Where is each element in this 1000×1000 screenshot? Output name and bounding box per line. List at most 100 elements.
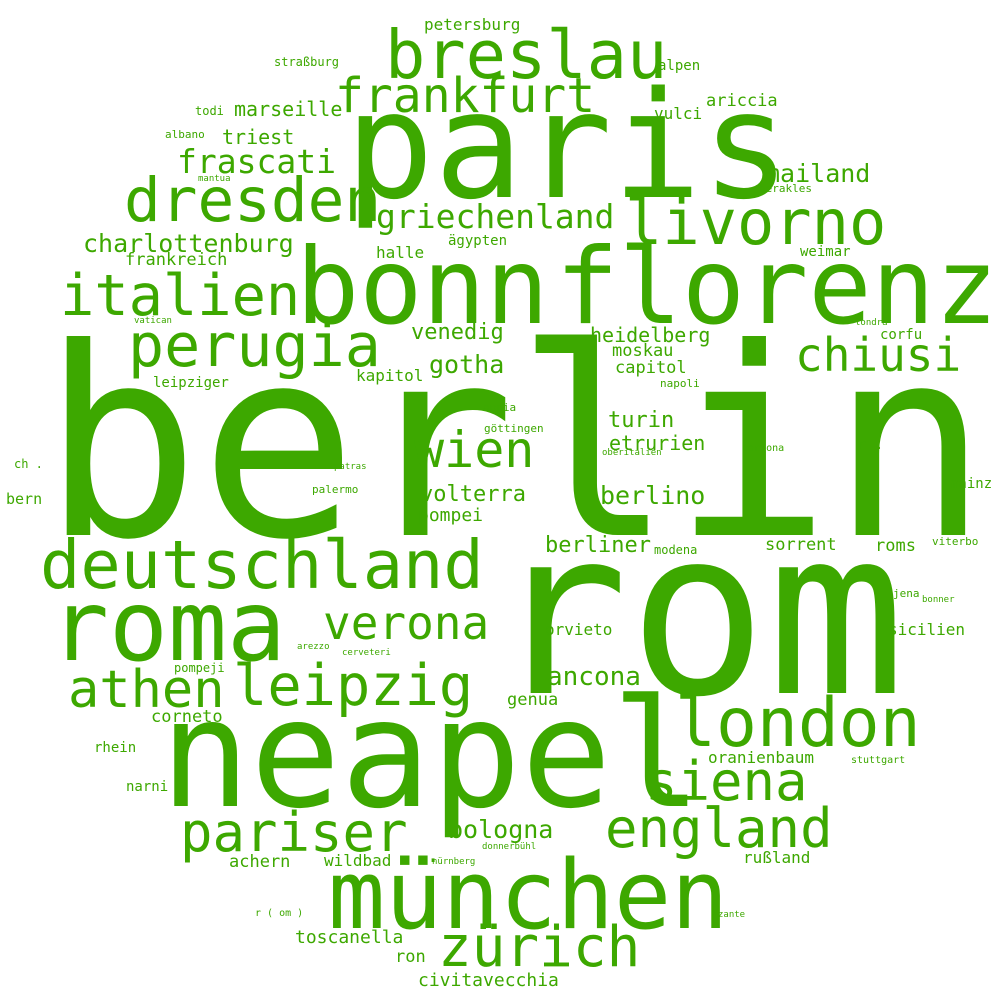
word-vulci: vulci [654, 104, 703, 123]
word-donnerbuehl: donnerbühl [482, 842, 537, 852]
word-achern: achern [229, 852, 291, 872]
word-londra: londra [855, 318, 888, 328]
word-russland: rußland [743, 848, 811, 867]
word-pompeji: pompeji [174, 661, 225, 675]
word-deutschland: deutschland [40, 526, 484, 604]
word-london: london [675, 684, 921, 763]
word-alpen: alpen [658, 58, 701, 74]
word-r-dot: r . [858, 437, 884, 453]
word-modena: modena [654, 543, 698, 557]
word-herakles: herakles [759, 182, 812, 195]
word-florenz: florenz [555, 226, 998, 348]
word-arezzo: arezzo [297, 642, 330, 652]
word-corneto: corneto [151, 707, 223, 727]
word-neapel: neapel [160, 668, 702, 842]
word-bonner: bonner [922, 595, 955, 605]
word-sorrent: sorrent [765, 535, 837, 555]
word-narni: narni [126, 779, 169, 795]
word-zante: zante [718, 910, 746, 920]
word-viterbo: viterbo [932, 535, 979, 548]
word-r-om: r ( om ) [255, 908, 304, 919]
word-dots: . . [397, 840, 441, 868]
word-goettingen: göttingen [484, 422, 544, 435]
word-pompei: pompei [418, 505, 484, 526]
word-england: england [605, 797, 833, 860]
word-petersburg: petersburg [424, 15, 521, 34]
word-ancona: ancona [547, 662, 641, 692]
word-wildbad: wildbad [324, 851, 392, 870]
word-oranienbaum: oranienbaum [708, 748, 814, 767]
word-bern: bern [6, 490, 43, 508]
word-bologna: bologna [448, 815, 554, 844]
word-zuerich: zürich [438, 915, 641, 980]
word-charlottenburg: charlottenburg [83, 229, 294, 258]
word-berliner: berliner [545, 533, 651, 558]
word-weimar: weimar [800, 244, 851, 260]
word-volterra: volterra [420, 482, 526, 507]
word-marseille: marseille [234, 97, 343, 121]
word-pariser: pariser [180, 801, 408, 864]
word-athen: athen [68, 660, 225, 720]
word-kapitol: kapitol [356, 366, 424, 385]
word-siena: siena [645, 750, 808, 813]
word-nuernberg: nürnberg [432, 857, 476, 867]
word-rom: rom [490, 481, 906, 748]
word-frascati: frascati [177, 142, 336, 181]
word-oberitalien: oberitalien [602, 448, 662, 458]
word-albano: albano [165, 128, 205, 141]
word-vatican: vatican [134, 316, 172, 326]
word-perugia: perugia [128, 311, 381, 381]
word-livorno: livorno [625, 186, 887, 259]
word-stuttgart: stuttgart [851, 755, 906, 766]
word-muenchen: münchen [328, 841, 729, 951]
word-napoli: napoli [660, 377, 700, 390]
word-jena: jena [893, 587, 920, 600]
word-mantua: mantua [198, 174, 231, 184]
word-cerveteri: cerveteri [342, 648, 391, 658]
word-strassburg: straßburg [274, 55, 340, 69]
word-orvieto: orvieto [545, 620, 613, 639]
word-berlino: berlino [600, 481, 706, 510]
word-dresden: dresden [124, 165, 382, 236]
word-ariccia: ariccia [706, 91, 778, 111]
word-leipziger: leipziger [153, 375, 229, 391]
word-appia: appia [483, 401, 517, 414]
word-todi: todi [195, 104, 224, 118]
word-heidelberg: heidelberg [590, 323, 711, 347]
word-patras: patras [334, 462, 367, 472]
word-toscanella: toscanella [295, 927, 404, 948]
word-triest: triest [222, 125, 295, 149]
word-berlin: berlin [42, 292, 989, 597]
word-halle: halle [376, 243, 425, 262]
word-ch-dot: ch . [14, 457, 43, 471]
word-mailand: mailand [765, 159, 871, 188]
word-roms: roms [875, 536, 916, 556]
word-aegypten: ägypten [448, 233, 508, 249]
word-mainz: mainz [950, 476, 993, 492]
word-corfu: corfu [880, 327, 923, 343]
word-verona: verona [323, 596, 490, 650]
word-capitol: capitol [615, 358, 687, 378]
word-leipzig: leipzig [233, 653, 474, 719]
word-sicilien: sicilien [888, 620, 966, 639]
word-bonn: bonn [296, 226, 549, 348]
word-paris: paris [345, 60, 791, 232]
word-gotha: gotha [429, 350, 505, 379]
word-breslau: breslau [385, 16, 668, 94]
word-cortona: cortona [742, 443, 785, 454]
word-griechenland: griechenland [376, 197, 615, 236]
word-ron: ron [395, 947, 426, 967]
word-moskau: moskau [612, 341, 674, 361]
word-genua: genua [507, 690, 559, 710]
word-chiusi: chiusi [795, 328, 962, 382]
word-roma: roma [50, 570, 287, 684]
word-turin: turin [608, 408, 675, 433]
word-civitavecchia: civitavecchia [418, 970, 559, 991]
word-etrurien: etrurien [609, 431, 706, 455]
word-frankreich: frankreich [125, 250, 228, 270]
word-rhein: rhein [94, 740, 137, 756]
word-venedig: venedig [411, 320, 504, 345]
word-wien: wien [414, 421, 535, 479]
word-frankfurt: frankfurt [335, 68, 596, 124]
